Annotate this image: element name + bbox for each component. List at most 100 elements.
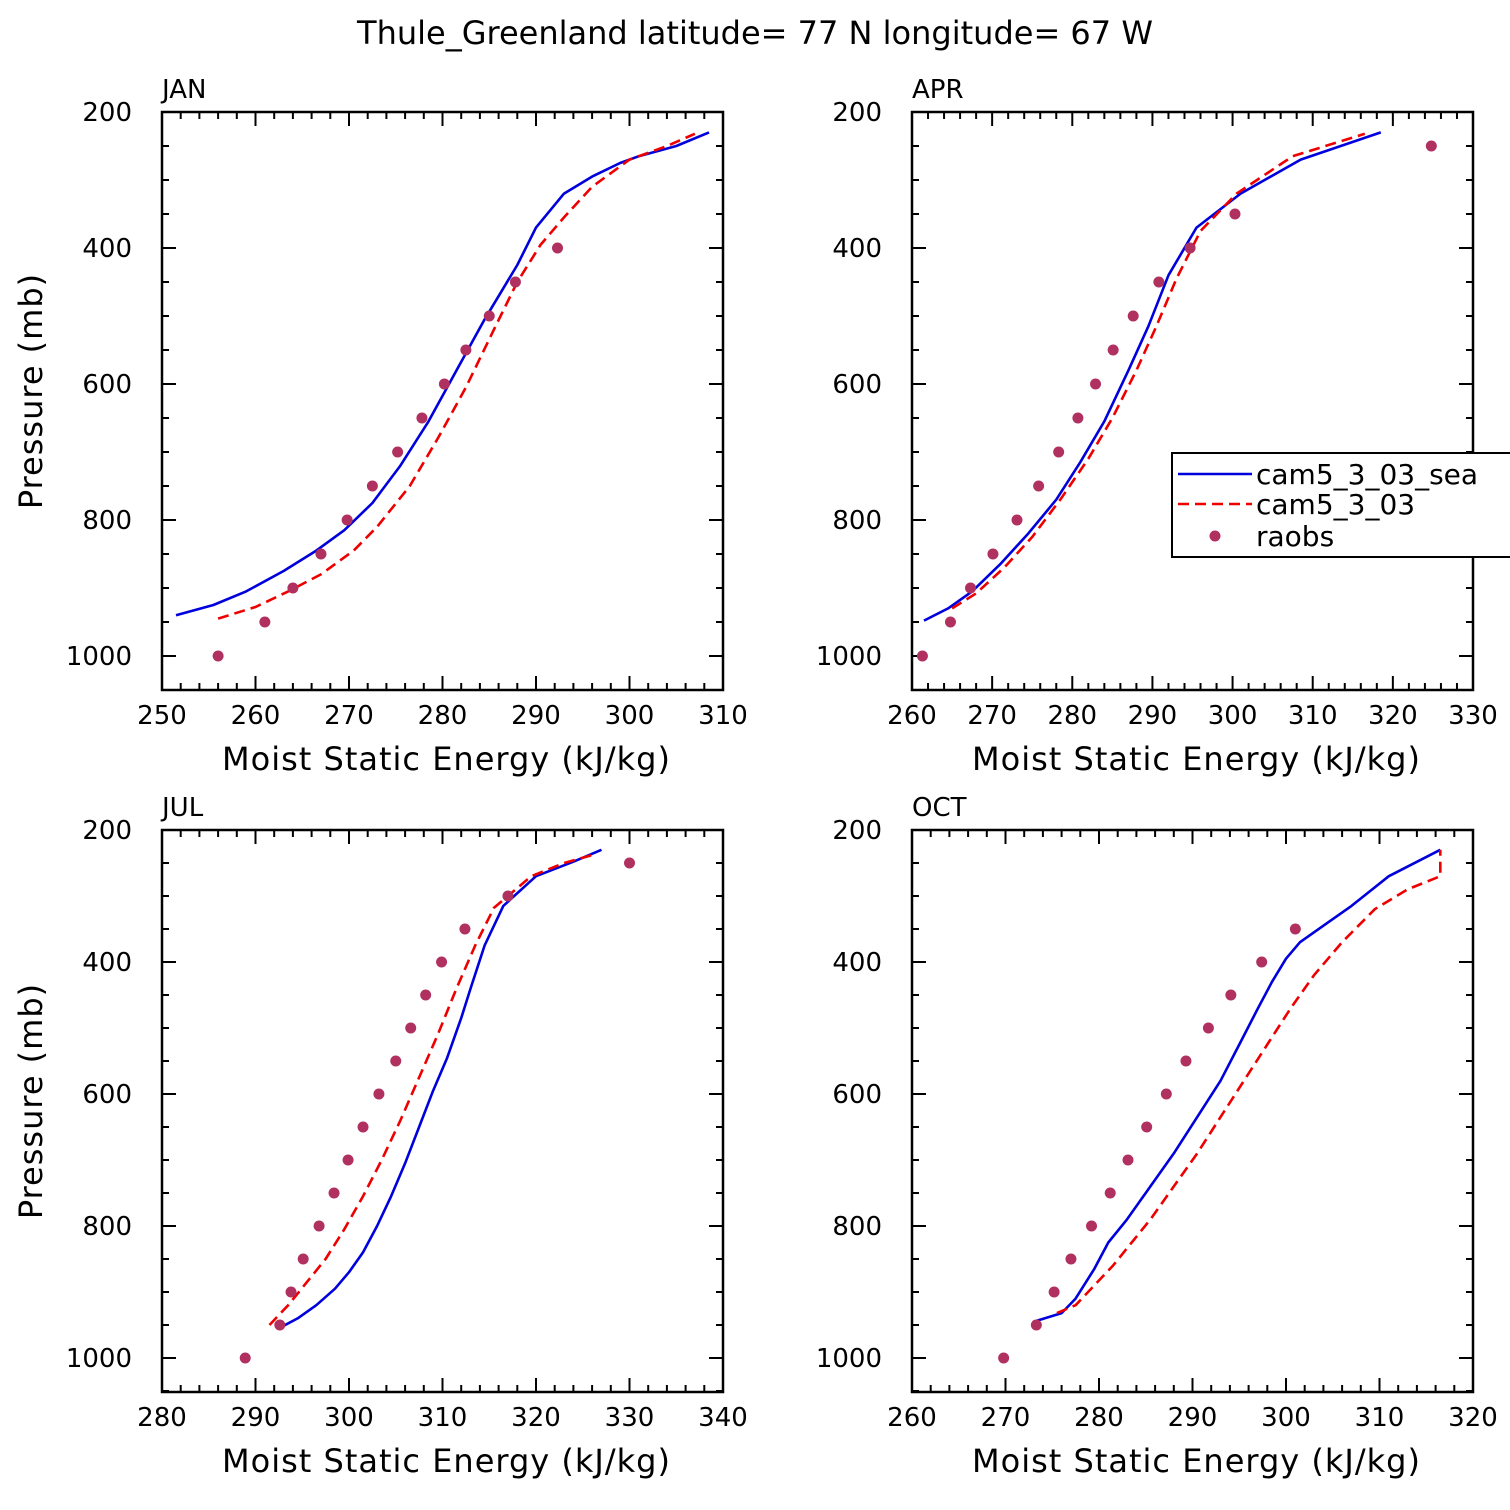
raobs-point — [297, 1253, 309, 1265]
y-tick-label: 200 — [82, 816, 132, 846]
x-tick-label: 310 — [418, 1403, 468, 1433]
y-axis-label: Pressure (mb) — [12, 273, 50, 509]
raobs-point — [287, 582, 299, 594]
raobs-point — [390, 1055, 402, 1067]
raobs-point — [239, 1352, 251, 1364]
raobs-point — [373, 1088, 385, 1100]
x-tick-label: 300 — [605, 701, 655, 731]
raobs-point — [1030, 1319, 1042, 1331]
raobs-point — [436, 956, 448, 968]
raobs-point — [1180, 1055, 1192, 1067]
y-tick-label: 600 — [82, 370, 132, 400]
plot-frame — [910, 828, 1475, 1394]
raobs-point — [357, 1121, 369, 1133]
panel-oct: OCT 260 270 280 290 300 310 320 200 400 600 800 1000… — [816, 793, 1498, 1480]
raobs-point — [438, 378, 450, 390]
raobs-point — [1122, 1154, 1134, 1166]
x-tick-label: 300 — [1208, 701, 1258, 731]
legend-marker-raobs — [1209, 530, 1221, 542]
y-tick-label: 400 — [832, 234, 882, 264]
raobs-point — [328, 1187, 340, 1199]
raobs-point — [1225, 989, 1237, 1001]
x-tick-label: 310 — [1288, 701, 1338, 731]
cam5-3-03-line — [217, 132, 696, 620]
y-tick-label: 600 — [832, 1080, 882, 1110]
panel-jan: JAN 250 260 270 280 290 300 310 200 400 600 800 1000… — [12, 75, 748, 778]
x-tick-label: 290 — [511, 701, 561, 731]
y-tick-label: 800 — [832, 1212, 882, 1242]
raobs-point — [1256, 956, 1268, 968]
x-tick-label: 250 — [137, 701, 187, 731]
raobs-point — [1011, 514, 1023, 526]
raobs-point — [392, 446, 404, 458]
y-tick-label: 1000 — [816, 642, 882, 672]
plot-frame — [160, 110, 725, 692]
panel-label: JAN — [160, 75, 206, 105]
raobs-point — [483, 310, 495, 322]
raobs-point — [916, 650, 928, 662]
x-tick-label: 300 — [324, 1403, 374, 1433]
cam5-3-03-line — [268, 853, 593, 1326]
y-tick-label: 800 — [82, 506, 132, 536]
x-tick-label: 290 — [1128, 701, 1178, 731]
raobs-point — [1090, 378, 1102, 390]
x-axis-label: Moist Static Energy (kJ/kg) — [222, 740, 671, 778]
raobs-point — [1153, 276, 1165, 288]
raobs-point — [1065, 1253, 1077, 1265]
y-tick-label: 200 — [832, 816, 882, 846]
raobs-point — [459, 923, 471, 935]
x-axis-label: Moist Static Energy (kJ/kg) — [972, 740, 1421, 778]
cam5-3-03-sea-line — [175, 131, 710, 617]
raobs-point — [1033, 480, 1045, 492]
panel-label: JUL — [160, 793, 204, 823]
x-tick-label: 270 — [324, 701, 374, 731]
raobs-point — [987, 548, 999, 560]
raobs-point — [1104, 1187, 1116, 1199]
plot-frame — [160, 828, 725, 1394]
y-tick-label: 1000 — [66, 642, 132, 672]
legend-label: cam5_3_03 — [1256, 488, 1415, 521]
raobs-point — [1289, 923, 1301, 935]
raobs-point — [212, 650, 224, 662]
raobs-point — [342, 1154, 354, 1166]
y-tick-label: 800 — [832, 506, 882, 536]
x-tick-label: 310 — [698, 701, 748, 731]
x-tick-label: 280 — [418, 701, 468, 731]
raobs-point — [1086, 1220, 1098, 1232]
x-tick-label: 280 — [1047, 701, 1097, 731]
x-axis-label: Moist Static Energy (kJ/kg) — [972, 1442, 1421, 1480]
y-tick-label: 1000 — [816, 1344, 882, 1374]
y-tick-label: 1000 — [66, 1344, 132, 1374]
raobs-point — [502, 890, 514, 902]
legend-label: cam5_3_03_sea — [1256, 458, 1478, 491]
x-tick-label: 330 — [605, 1403, 655, 1433]
cam5-3-03-line — [951, 132, 1366, 610]
raobs-point — [313, 1220, 325, 1232]
raobs-point — [274, 1319, 286, 1331]
x-tick-label: 320 — [1448, 1403, 1498, 1433]
y-tick-label: 400 — [82, 948, 132, 978]
y-tick-label: 200 — [82, 98, 132, 128]
raobs-point — [405, 1022, 417, 1034]
raobs-point — [552, 242, 564, 254]
raobs-point — [460, 344, 472, 356]
y-axis-label: Pressure (mb) — [12, 983, 50, 1219]
raobs-point — [285, 1286, 297, 1298]
x-tick-label: 260 — [887, 1403, 937, 1433]
raobs-point — [1184, 242, 1196, 254]
x-tick-label: 300 — [1261, 1403, 1311, 1433]
x-tick-label: 320 — [1368, 701, 1418, 731]
x-tick-label: 280 — [137, 1403, 187, 1433]
panel-apr: APR 260 270 280 290 300 310 320 330 200 400 600 800 1… — [816, 75, 1498, 778]
raobs-point — [416, 412, 428, 424]
x-tick-label: 260 — [231, 701, 281, 731]
x-tick-label: 270 — [967, 701, 1017, 731]
cam5-3-03-sea-line — [278, 848, 603, 1330]
raobs-point — [1425, 140, 1437, 152]
raobs-point — [509, 276, 521, 288]
x-tick-label: 340 — [698, 1403, 748, 1433]
y-tick-label: 400 — [832, 948, 882, 978]
raobs-point — [420, 989, 432, 1001]
